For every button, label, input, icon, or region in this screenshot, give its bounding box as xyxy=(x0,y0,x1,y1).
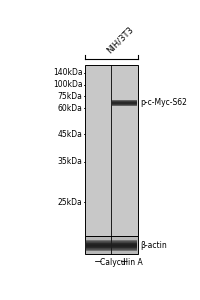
Bar xyxy=(111,101,137,102)
Text: +: + xyxy=(120,257,129,267)
Bar xyxy=(85,242,111,243)
Text: 45kDa: 45kDa xyxy=(57,130,82,139)
Bar xyxy=(112,242,137,243)
Text: 25kDa: 25kDa xyxy=(58,198,82,207)
Bar xyxy=(111,100,137,101)
Bar xyxy=(85,244,111,245)
Bar xyxy=(112,244,137,245)
Text: β-actin: β-actin xyxy=(140,241,167,250)
Text: p-c-Myc-S62: p-c-Myc-S62 xyxy=(140,98,187,107)
Text: 35kDa: 35kDa xyxy=(57,158,82,166)
Text: 60kDa: 60kDa xyxy=(57,103,82,112)
Bar xyxy=(85,250,111,251)
Text: Calyculin A: Calyculin A xyxy=(100,257,142,266)
Bar xyxy=(112,241,137,242)
Text: −: − xyxy=(94,257,103,267)
Text: 75kDa: 75kDa xyxy=(57,92,82,100)
Text: 140kDa: 140kDa xyxy=(53,68,82,77)
Bar xyxy=(85,65,138,236)
Bar xyxy=(112,245,137,246)
Bar xyxy=(85,248,111,249)
Bar xyxy=(85,241,111,242)
Bar xyxy=(111,105,137,106)
Bar xyxy=(111,102,137,103)
Bar xyxy=(112,250,137,251)
Bar xyxy=(85,240,111,241)
Bar xyxy=(85,236,138,254)
Bar xyxy=(112,240,137,241)
Text: NIH/3T3: NIH/3T3 xyxy=(105,25,135,55)
Bar xyxy=(112,246,137,247)
Bar xyxy=(85,246,111,247)
Bar xyxy=(112,243,137,244)
Text: 100kDa: 100kDa xyxy=(53,80,82,89)
Bar xyxy=(112,248,137,249)
Bar xyxy=(85,243,111,244)
Bar xyxy=(112,249,137,250)
Bar xyxy=(85,249,111,250)
Bar xyxy=(111,103,137,104)
Bar xyxy=(85,245,111,246)
Bar xyxy=(111,104,137,105)
